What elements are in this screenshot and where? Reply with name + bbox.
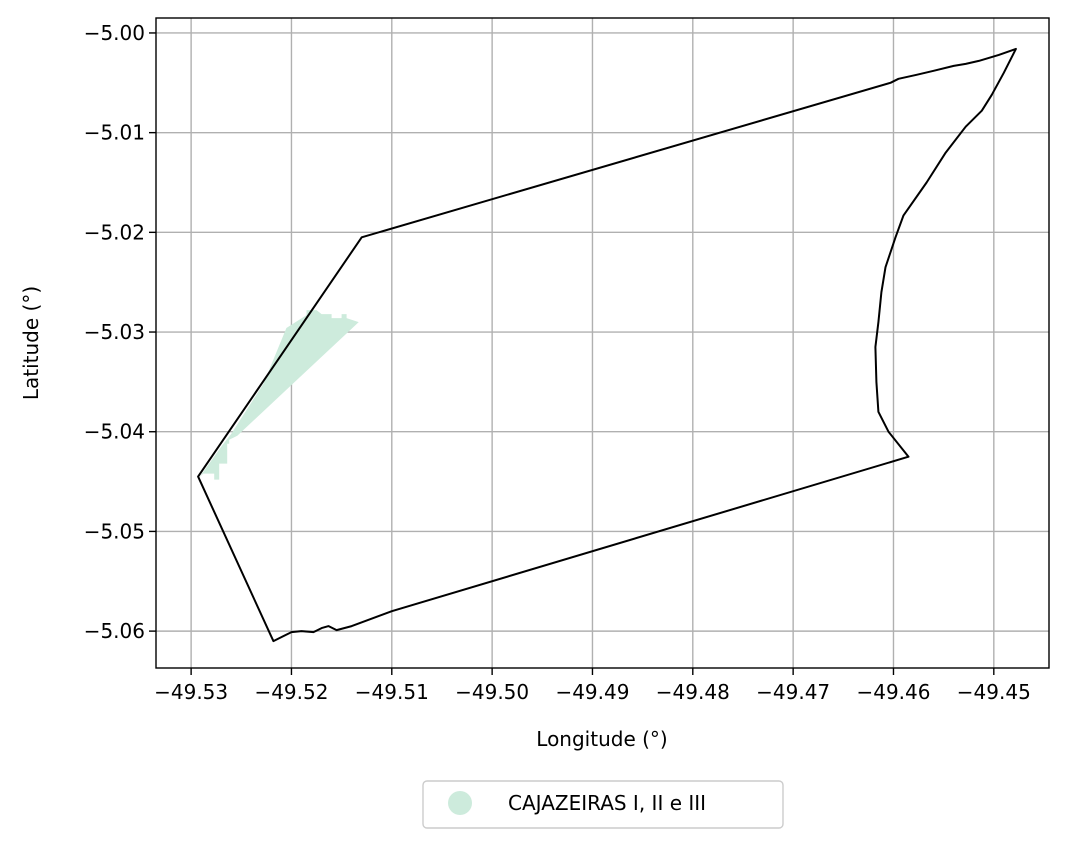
y-axis-title: Latitude (°) [19,286,43,400]
legend-frame [422,780,784,829]
y-tick-label: −5.06 [84,619,145,643]
y-tick-label: −5.00 [84,21,145,45]
legend-label: CAJAZEIRAS I, II e III [508,791,706,815]
x-tick-label: −49.53 [154,680,228,704]
plot-frame [155,17,1050,669]
legend: CAJAZEIRAS I, II e III [422,780,784,829]
zones-layer [199,310,359,480]
boundary-outline [197,47,1017,643]
legend-swatch [448,791,472,815]
y-tick-label: −5.04 [84,420,145,444]
x-tick-label: −49.49 [555,680,629,704]
x-tick-label: −49.45 [957,680,1031,704]
zone-polygon [199,310,359,480]
x-tick-label: −49.50 [455,680,529,704]
x-tick-label: −49.51 [355,680,429,704]
x-tick-label: −49.46 [856,680,930,704]
y-tick-label: −5.03 [84,320,145,344]
gridlines [156,18,1049,668]
y-tick-label: −5.02 [84,220,145,244]
x-tick-label: −49.52 [254,680,328,704]
x-tick-label: −49.48 [656,680,730,704]
y-tick-label: −5.01 [84,121,145,145]
y-tick-label: −5.05 [84,519,145,543]
x-tick-label: −49.47 [756,680,830,704]
axis-ticks: −49.53 −49.52 −49.51 −49.50 −49.49 −49.48 −49.… [84,21,1031,704]
x-axis-title: Longitude (°) [536,727,667,751]
boundary-layer [197,47,1017,643]
